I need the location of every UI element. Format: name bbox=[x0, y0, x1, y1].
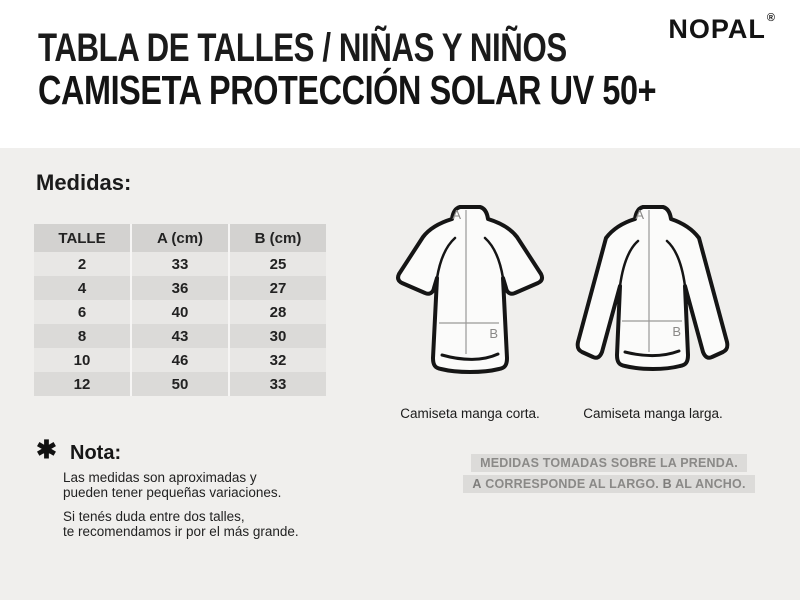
instruction-letter-a: A bbox=[472, 477, 482, 491]
table-cell: 2 bbox=[34, 252, 130, 276]
table-cell: 50 bbox=[132, 372, 228, 396]
hem-seam bbox=[440, 352, 500, 361]
medidas-heading: Medidas: bbox=[36, 170, 132, 195]
measurement-instructions: MEDIDAS TOMADAS SOBRE LA PRENDA. A CORRE… bbox=[448, 454, 770, 496]
nota-line: te recomendamos ir por el más grande. bbox=[63, 524, 299, 539]
table-cell: 10 bbox=[34, 348, 130, 372]
long-sleeve-shirt-diagram: A B bbox=[573, 204, 733, 384]
table-cell: 25 bbox=[230, 252, 326, 276]
nota-heading: Nota: bbox=[70, 442, 122, 464]
table-cell: 36 bbox=[132, 276, 228, 300]
table-header-b: B (cm) bbox=[230, 224, 326, 252]
table-cell: 40 bbox=[132, 300, 228, 324]
asterisk-icon: ✱ bbox=[36, 436, 57, 464]
instruction-text: AL ANCHO. bbox=[671, 477, 746, 491]
table-cell: 43 bbox=[132, 324, 228, 348]
table-cell: 8 bbox=[34, 324, 130, 348]
table-cell: 46 bbox=[132, 348, 228, 372]
sheet-title: CAMISETA PROTECCIÓN SOLAR UV 50+ bbox=[38, 67, 657, 113]
sheet-subtitle: TABLA DE TALLES / NIÑAS Y NIÑOS bbox=[38, 26, 567, 70]
armhole-seam bbox=[665, 239, 687, 288]
shirt-outline bbox=[396, 205, 544, 374]
nota-paragraph-2: Si tenés duda entre dos talles, te recom… bbox=[63, 509, 299, 539]
nota-paragraph-1: Las medidas son aproximadas y pueden ten… bbox=[63, 470, 281, 500]
instruction-letter-b: B bbox=[662, 477, 672, 491]
size-table: TALLE A (cm) B (cm) 2 33 25 4 36 27 6 40… bbox=[34, 224, 326, 396]
nota-line: Las medidas son aproximadas y bbox=[63, 470, 257, 485]
table-cell: 30 bbox=[230, 324, 326, 348]
table-cell: 12 bbox=[34, 372, 130, 396]
short-sleeve-caption: Camiseta manga corta. bbox=[400, 406, 540, 421]
shirt-outline bbox=[575, 205, 730, 371]
table-header-a: A (cm) bbox=[132, 224, 228, 252]
registered-mark: ® bbox=[766, 12, 775, 24]
measure-label-b: B bbox=[672, 324, 681, 339]
instruction-line-2: A CORRESPONDE AL LARGO. B AL ANCHO. bbox=[463, 475, 755, 493]
short-sleeve-shirt-diagram: A B bbox=[395, 204, 545, 384]
table-cell: 33 bbox=[230, 372, 326, 396]
measure-label-b: B bbox=[489, 326, 498, 341]
measure-label-a: A bbox=[635, 207, 644, 222]
measurements-panel: Medidas: TALLE A (cm) B (cm) 2 33 25 4 3… bbox=[0, 148, 800, 600]
header-band: TABLA DE TALLES / NIÑAS Y NIÑOS CAMISETA… bbox=[0, 0, 800, 148]
instruction-line-1: MEDIDAS TOMADAS SOBRE LA PRENDA. bbox=[471, 454, 747, 472]
brand-logo: NOPAL® bbox=[668, 12, 775, 45]
table-cell: 28 bbox=[230, 300, 326, 324]
hem-seam bbox=[623, 349, 681, 358]
table-header-talle: TALLE bbox=[34, 224, 130, 252]
nota-line: pueden tener pequeñas variaciones. bbox=[63, 485, 282, 500]
brand-name: NOPAL bbox=[668, 14, 766, 44]
long-sleeve-caption: Camiseta manga larga. bbox=[583, 406, 723, 421]
nota-line: Si tenés duda entre dos talles, bbox=[63, 509, 245, 524]
table-cell: 4 bbox=[34, 276, 130, 300]
armhole-seam bbox=[618, 239, 640, 288]
measure-label-a: A bbox=[452, 207, 461, 222]
table-cell: 6 bbox=[34, 300, 130, 324]
instruction-text: CORRESPONDE AL LARGO. bbox=[481, 477, 663, 491]
table-cell: 33 bbox=[132, 252, 228, 276]
armhole-seam bbox=[435, 236, 457, 280]
armhole-seam bbox=[483, 236, 505, 280]
table-cell: 32 bbox=[230, 348, 326, 372]
table-cell: 27 bbox=[230, 276, 326, 300]
